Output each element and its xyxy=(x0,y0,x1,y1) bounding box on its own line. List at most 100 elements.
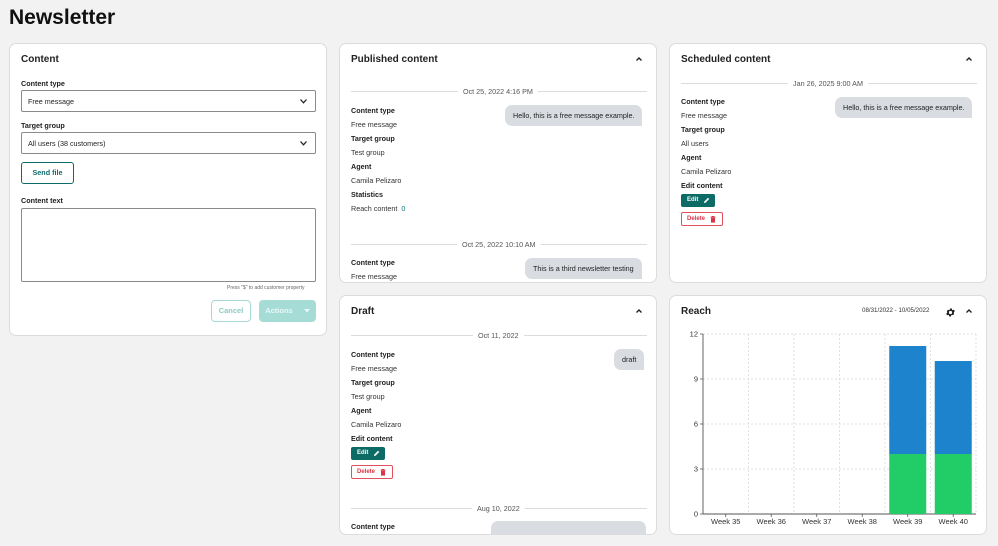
agent-label: Agent xyxy=(681,153,702,162)
edit-button[interactable]: Edit xyxy=(351,447,385,460)
content-type-label: Content type xyxy=(681,97,725,106)
draft-date: Oct 11, 2022 xyxy=(473,331,524,340)
x-tick-label: Week 35 xyxy=(711,517,740,526)
draft-date: Aug 10, 2022 xyxy=(472,504,525,513)
draft-card: Draft Oct 11, 2022 draft Content type Fr… xyxy=(339,295,657,535)
reach-chart: 0 3 6 9 12 Week 35 Week 36 Week 37 Week 38 Week 3… xyxy=(690,330,977,526)
agent-label: Agent xyxy=(351,162,372,171)
reach-content-label: Reach content xyxy=(351,204,398,213)
target-group-select[interactable]: All users (38 customers) xyxy=(21,132,316,154)
settings-button[interactable] xyxy=(945,305,957,317)
agent-value: Camila Pelizaro xyxy=(351,420,402,429)
content-type-value: Free message xyxy=(351,272,397,281)
content-card: Content Content type Free message Target… xyxy=(9,43,327,336)
message-bubble: Hello, this is a free message example. xyxy=(835,97,973,118)
content-text-label: Content text xyxy=(21,196,63,205)
reach-card: Reach 08/31/2022 - 10/05/2022 0 3 6 9 12 Week… xyxy=(669,295,987,535)
page-title: Newsletter xyxy=(9,6,116,29)
chevron-up-icon xyxy=(636,309,642,313)
reach-content-value[interactable]: 0 xyxy=(401,204,406,213)
bar-segment xyxy=(889,346,927,454)
target-group-value: All users (38 customers) xyxy=(28,139,106,148)
target-group-label: Target group xyxy=(681,125,725,134)
x-tick-label: Week 36 xyxy=(757,517,786,526)
bar-segment xyxy=(889,454,927,514)
delete-label: Delete xyxy=(357,469,376,475)
collapse-draft-button[interactable] xyxy=(634,306,644,316)
bar-segment xyxy=(934,454,972,514)
collapse-reach-button[interactable] xyxy=(964,306,974,316)
delete-button[interactable]: Delete xyxy=(351,465,393,479)
edit-label: Edit xyxy=(687,197,699,203)
chevron-up-icon xyxy=(966,309,972,313)
send-file-button[interactable]: Send file xyxy=(21,162,74,184)
target-group-label: Target group xyxy=(351,378,395,387)
agent-value: Camila Pelizaro xyxy=(681,167,732,176)
content-type-select[interactable]: Free message xyxy=(21,90,316,112)
scheduled-content-card: Scheduled content Jan 26, 2025 9:00 AM H… xyxy=(669,43,987,283)
target-group-label: Target group xyxy=(21,121,65,130)
scheduled-content-title: Scheduled content xyxy=(681,54,771,65)
x-tick-label: Week 39 xyxy=(893,517,922,526)
collapse-published-button[interactable] xyxy=(634,54,644,64)
target-group-label: Target group xyxy=(351,134,395,143)
content-type-label: Content type xyxy=(351,350,395,359)
pencil-icon xyxy=(704,197,710,203)
y-tick-label: 9 xyxy=(694,375,698,384)
delete-button[interactable]: Delete xyxy=(681,212,723,226)
y-tick-label: 0 xyxy=(694,510,698,519)
bar-segment xyxy=(934,361,972,454)
y-tick-label: 3 xyxy=(694,465,698,474)
content-type-label: Content type xyxy=(351,258,395,267)
published-content-card: Published content Oct 25, 2022 4:16 PM H… xyxy=(339,43,657,283)
message-bubble: draft xyxy=(614,349,645,370)
published-date: Oct 25, 2022 10:10 AM xyxy=(457,240,541,249)
gear-icon xyxy=(946,308,955,317)
content-type-value: Free message xyxy=(28,97,74,106)
agent-label: Agent xyxy=(351,406,372,415)
reach-date-range[interactable]: 08/31/2022 - 10/05/2022 xyxy=(862,307,930,314)
content-text-hint: Press "$" to add customer property xyxy=(227,285,305,291)
target-group-value: Test group xyxy=(351,392,385,401)
collapse-scheduled-button[interactable] xyxy=(964,54,974,64)
content-type-label: Content type xyxy=(21,79,65,88)
edit-content-label: Edit content xyxy=(681,181,723,190)
x-tick-label: Week 38 xyxy=(848,517,877,526)
message-bubble: Hello, this is a free message example. xyxy=(505,105,643,126)
target-group-value: All users xyxy=(681,139,709,148)
scheduled-date: Jan 26, 2025 9:00 AM xyxy=(788,79,868,88)
x-tick-label: Week 37 xyxy=(802,517,831,526)
trash-icon xyxy=(380,469,386,476)
edit-button[interactable]: Edit xyxy=(681,194,715,207)
content-type-value: Free message xyxy=(351,364,397,373)
agent-value: Camila Pelizaro xyxy=(351,176,402,185)
draft-title: Draft xyxy=(351,306,375,317)
message-bubble xyxy=(491,521,646,534)
delete-label: Delete xyxy=(687,216,706,222)
actions-button[interactable]: Actions xyxy=(259,300,316,322)
x-tick-label: Week 40 xyxy=(939,517,968,526)
chevron-up-icon xyxy=(966,57,972,61)
chevron-down-icon xyxy=(300,99,307,104)
edit-label: Edit xyxy=(357,450,369,456)
cancel-button[interactable]: Cancel xyxy=(211,300,251,322)
content-text-input[interactable] xyxy=(21,208,316,282)
statistics-label: Statistics xyxy=(351,190,383,199)
published-content-title: Published content xyxy=(351,54,438,65)
content-type-value: Free message xyxy=(351,120,397,129)
chevron-up-icon xyxy=(636,57,642,61)
chevron-down-icon xyxy=(300,141,307,146)
message-bubble: This is a third newsletter testing xyxy=(525,258,642,279)
content-type-label: Content type xyxy=(351,106,395,115)
edit-content-label: Edit content xyxy=(351,434,393,443)
y-tick-label: 6 xyxy=(694,420,698,429)
content-type-value: Free message xyxy=(681,111,727,120)
actions-label: Actions xyxy=(265,306,293,315)
trash-icon xyxy=(710,216,716,223)
reach-content: Reach content 0 xyxy=(351,204,405,213)
pencil-icon xyxy=(374,450,380,456)
content-type-label: Content type xyxy=(351,522,395,531)
reach-title: Reach xyxy=(681,306,712,317)
y-tick-label: 12 xyxy=(690,330,698,339)
target-group-value: Test group xyxy=(351,148,385,157)
